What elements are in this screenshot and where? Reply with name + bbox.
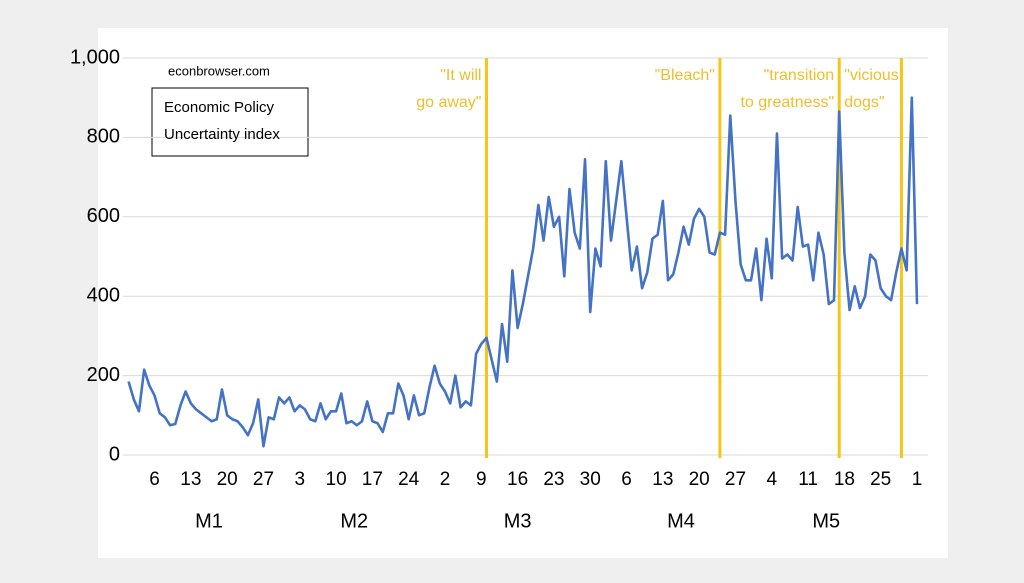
x-tick-label: 16: [507, 469, 528, 490]
x-tick-label: 6: [621, 469, 632, 490]
annotation: "It will: [440, 67, 481, 84]
x-tick-label: 13: [180, 469, 201, 490]
x-tick-label: 24: [398, 469, 420, 490]
x-tick-label: 27: [253, 469, 274, 490]
month-label: M3: [504, 510, 532, 532]
legend-line: Uncertainty index: [164, 126, 280, 143]
annotation: go away": [416, 94, 481, 111]
x-tick-label: 9: [476, 469, 487, 490]
legend-box: [151, 87, 309, 157]
y-tick-label: 600: [87, 205, 120, 227]
x-tick-label: 20: [217, 469, 238, 490]
x-tick-label: 2: [440, 469, 451, 490]
x-tick-label: 1: [912, 469, 923, 490]
month-label: M4: [667, 510, 695, 532]
month-label: M5: [812, 510, 840, 532]
month-label: M1: [195, 510, 223, 532]
annotation: "vicious: [844, 67, 899, 84]
annotation: to greatness": [740, 94, 834, 111]
y-tick-label: 0: [109, 443, 120, 465]
x-tick-label: 6: [149, 469, 160, 490]
y-tick-label: 400: [87, 284, 120, 306]
annotation: dogs": [844, 94, 884, 111]
annotation: "transition: [764, 67, 835, 84]
legend-label: Economic Policy Uncertainty index: [164, 99, 280, 143]
y-tick-label: 800: [87, 126, 120, 148]
x-tick-label: 23: [543, 469, 564, 490]
x-tick-label: 18: [834, 469, 855, 490]
x-tick-label: 11: [798, 469, 818, 490]
y-tick-label: 1,000: [70, 46, 120, 68]
x-tick-label: 27: [725, 469, 746, 490]
x-tick-label: 13: [652, 469, 673, 490]
y-tick-label: 200: [87, 364, 120, 386]
x-tick-label: 25: [870, 469, 891, 490]
x-tick-label: 4: [766, 469, 777, 490]
month-label: M2: [340, 510, 368, 532]
legend-line: Economic Policy: [164, 99, 275, 116]
x-tick-label: 17: [362, 469, 383, 490]
x-tick-label: 10: [326, 469, 347, 490]
annotation: "Bleach": [655, 67, 715, 84]
x-tick-label: 3: [294, 469, 305, 490]
x-tick-label: 20: [689, 469, 710, 490]
series-line: [127, 96, 919, 448]
x-tick-label: 30: [580, 469, 601, 490]
source-label: econbrowser.com: [168, 63, 270, 78]
